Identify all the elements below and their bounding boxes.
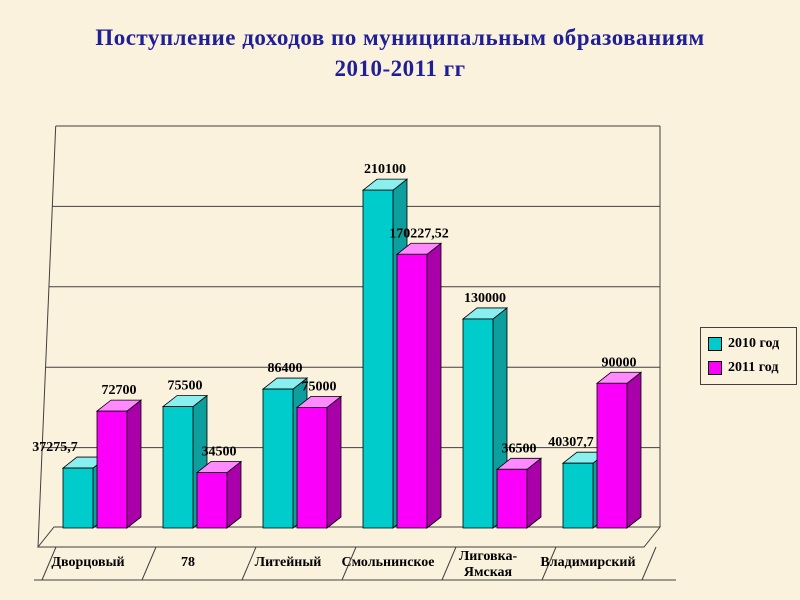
bar-value-label-s1-c2: 75000	[302, 379, 337, 394]
slide-title-line1: Поступление доходов по муниципальным обр…	[95, 25, 705, 50]
bar-s0-c5	[562, 462, 594, 529]
bar-side-s1-c2	[326, 395, 342, 529]
slide-title: Поступление доходов по муниципальным обр…	[0, 22, 800, 84]
category-tick	[441, 546, 457, 581]
category-label-0: Дворцовый	[51, 555, 124, 570]
bar-value-label-s0-c0: 37275,7	[32, 440, 78, 455]
bar-side-s1-c3	[426, 242, 442, 529]
category-tick	[141, 546, 157, 581]
bar-value-label-s1-c4: 36500	[502, 441, 537, 456]
bar-value-label-s1-c3: 170227,52	[389, 226, 449, 241]
bar-s0-c3	[362, 189, 394, 529]
legend-label-2010: 2010 год	[728, 336, 780, 351]
bar-value-label-s0-c3: 210100	[364, 162, 406, 177]
category-tick	[641, 546, 657, 581]
chart-legend: 2010 год 2011 год	[700, 327, 797, 385]
bar-value-label-s0-c4: 130000	[464, 291, 506, 306]
bar-s1-c3	[396, 253, 428, 529]
category-tick	[41, 546, 57, 581]
category-label-1: 78	[181, 555, 195, 570]
bar-value-label-s1-c5: 90000	[602, 355, 637, 370]
chart-floor	[36, 526, 662, 548]
value-axis-line	[37, 125, 57, 548]
bar-side-s1-c4	[526, 457, 542, 529]
category-tick	[541, 546, 557, 581]
bar-s1-c4	[496, 468, 528, 529]
bar-value-label-s0-c2: 86400	[268, 361, 303, 376]
category-label-4: Лиговка-	[459, 549, 518, 564]
legend-item-2011: 2011 год	[708, 360, 789, 376]
category-tick	[241, 546, 257, 581]
bar-value-label-s1-c0: 72700	[102, 383, 137, 398]
category-label-4-line2: Ямская	[464, 565, 513, 580]
bar-s1-c2	[296, 406, 328, 529]
bar-value-label-s0-c5: 40307,7	[548, 435, 594, 450]
bar-side-s1-c0	[126, 399, 142, 529]
category-tick	[341, 546, 357, 581]
bar-side-s1-c5	[626, 371, 642, 529]
bar-s0-c1	[162, 406, 194, 529]
bar-s1-c1	[196, 472, 228, 529]
bar-s0-c4	[462, 318, 494, 529]
slide-title-line2: 2010-2011 гг	[334, 56, 466, 81]
bar-value-label-s0-c1: 75500	[168, 379, 203, 394]
bar-side-s1-c1	[226, 460, 242, 529]
legend-item-2010: 2010 год	[708, 336, 789, 352]
legend-label-2011: 2011 год	[728, 360, 779, 375]
bar-s1-c5	[596, 382, 628, 529]
category-label-5: Владимирский	[540, 555, 635, 570]
bar-value-label-s1-c1: 34500	[202, 445, 237, 460]
category-label-3: Смольнинское	[341, 555, 434, 570]
legend-swatch-2011-icon	[708, 361, 722, 375]
bar-s1-c0	[96, 410, 128, 529]
category-label-2: Литейный	[255, 555, 322, 570]
legend-swatch-2010-icon	[708, 337, 722, 351]
bar-s0-c0	[62, 467, 94, 529]
bar-s0-c2	[262, 388, 294, 529]
